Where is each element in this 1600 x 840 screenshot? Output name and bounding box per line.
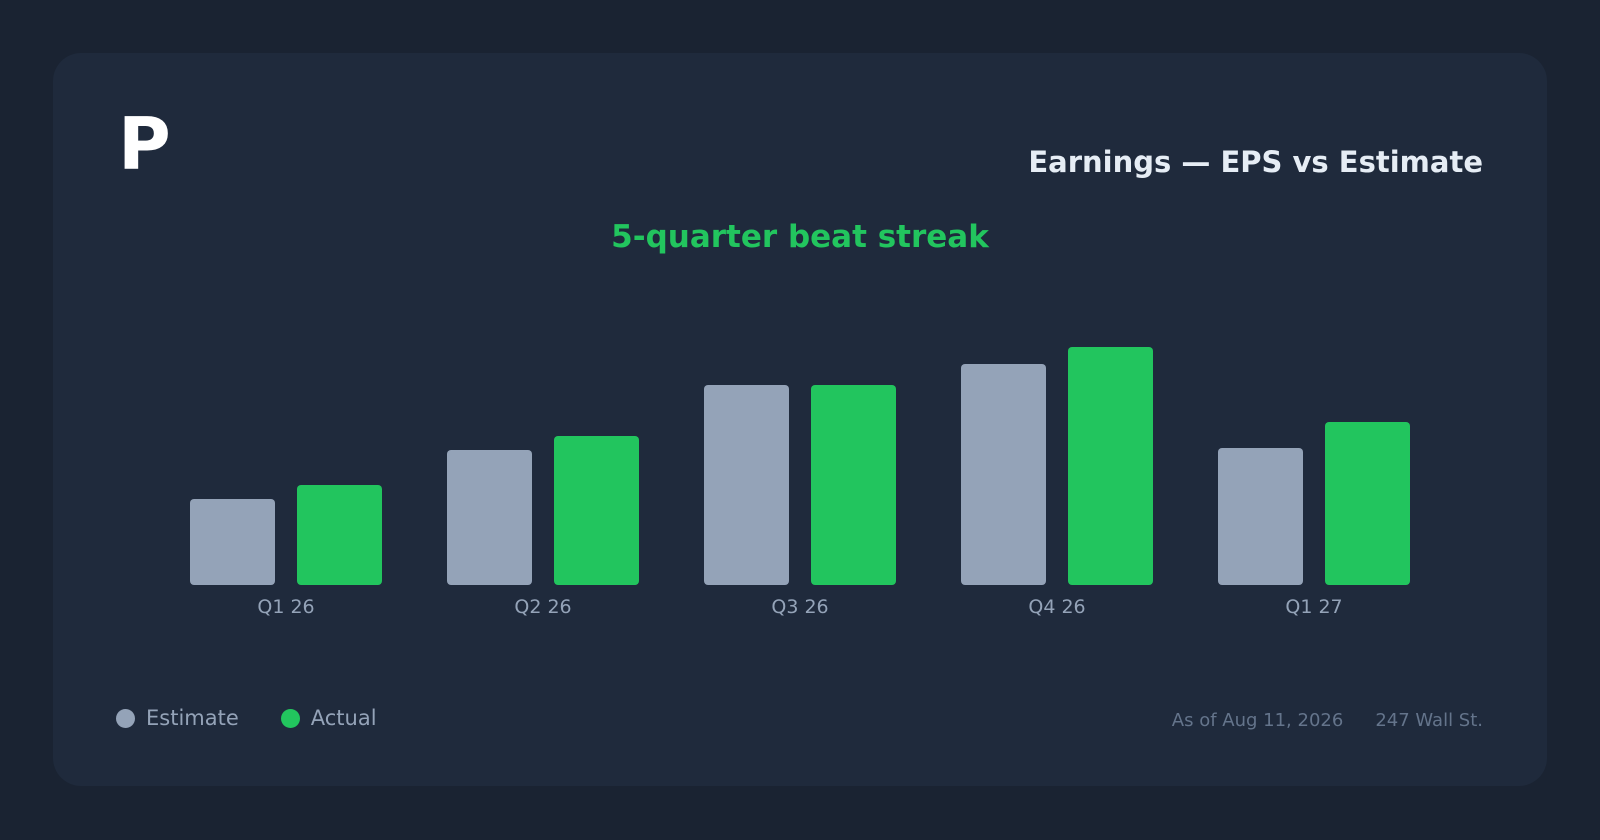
as-of-date: As of Aug 11, 2026 — [1171, 710, 1344, 731]
chart-subtitle: 5-quarter beat streak — [611, 219, 989, 255]
chart-footer: As of Aug 11, 2026 247 Wall St. — [1172, 710, 1483, 731]
bar-estimate-q3-26 — [704, 385, 789, 585]
legend-item-estimate: Estimate — [116, 706, 239, 730]
bar-actual-q4-26 — [1068, 347, 1153, 585]
legend-swatch-actual — [280, 708, 300, 728]
legend-swatch-estimate — [116, 708, 135, 728]
bar-actual-q1-26 — [297, 485, 382, 585]
bar-estimate-q4-26 — [961, 364, 1046, 585]
chart-title: Earnings — EPS vs Estimate — [1028, 145, 1483, 179]
x-tick-label: Q1 27 — [1285, 596, 1342, 618]
bar-actual-q1-27 — [1325, 422, 1410, 585]
bar-chart: Q1 26 Q2 26 Q3 26 Q4 26 Q1 27 — [190, 347, 1410, 618]
x-tick-label: Q1 26 — [257, 596, 314, 618]
legend-label-actual: Actual — [310, 706, 377, 730]
x-tick-label: Q2 26 — [514, 596, 571, 618]
chart-legend: Estimate Actual — [116, 706, 419, 730]
legend-label-estimate: Estimate — [146, 706, 239, 730]
brand-logo: P — [118, 102, 171, 186]
x-tick-label: Q4 26 — [1028, 596, 1085, 618]
x-tick-label: Q3 26 — [771, 596, 828, 618]
legend-item-actual: Actual — [280, 706, 377, 730]
bar-actual-q3-26 — [811, 385, 896, 585]
bar-estimate-q1-27 — [1218, 448, 1303, 585]
bar-actual-q2-26 — [554, 436, 639, 585]
source-label: 247 Wall St. — [1375, 710, 1483, 731]
chart-card — [53, 53, 1547, 786]
bar-estimate-q1-26 — [190, 499, 275, 585]
bar-estimate-q2-26 — [447, 450, 532, 585]
